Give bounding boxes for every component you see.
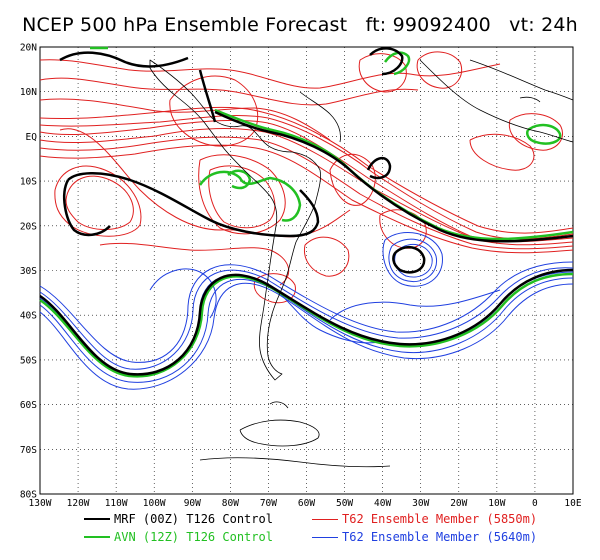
lat-label: EQ	[26, 132, 38, 143]
lon-label: 100W	[143, 498, 166, 509]
lon-label: 130W	[29, 498, 52, 509]
legend-blue-swatch	[312, 536, 338, 538]
legend-mrf-label: MRF (00Z) T126 Control	[114, 512, 273, 526]
legend-avn: AVN (12Z) T126 Control	[84, 530, 273, 544]
legend-avn-swatch	[84, 536, 110, 538]
legend-mrf-swatch	[84, 518, 110, 520]
lat-label: 20N	[20, 43, 37, 54]
graticule	[40, 47, 573, 494]
lat-label: 60S	[20, 400, 37, 411]
lat-label: 50S	[20, 355, 37, 366]
lon-label: 80W	[222, 498, 239, 509]
longitude-labels: 130W 120W 110W 100W 90W 80W 70W 60W 50W 40W 30W 20W…	[29, 498, 582, 509]
lat-label: 80S	[20, 490, 37, 501]
lon-label: 30W	[412, 498, 429, 509]
lon-label: 60W	[298, 498, 315, 509]
coastlines	[149, 59, 574, 468]
lon-label: 0	[532, 498, 538, 509]
legend-red-swatch	[312, 518, 338, 520]
legend-avn-label: AVN (12Z) T126 Control	[114, 530, 273, 544]
lon-label: 110W	[105, 498, 128, 509]
latitude-labels: 20N 10N EQ 10S 20S 30S 40S 50S 60S 70S 80S	[20, 43, 37, 501]
legend-red-label: T62 Ensemble Member (5850m)	[342, 512, 538, 526]
lon-label: 20W	[450, 498, 467, 509]
legend-blue-member: T62 Ensemble Member (5640m)	[312, 530, 537, 544]
lon-label: 10E	[564, 498, 581, 509]
legend: MRF (00Z) T126 Control AVN (12Z) T126 Co…	[0, 508, 600, 548]
mrf-control-contours	[39, 47, 574, 376]
plot-frame	[39, 46, 574, 495]
lat-label: 10S	[20, 177, 37, 188]
title-vt: vt: 24h	[509, 14, 578, 36]
lon-label: 90W	[184, 498, 201, 509]
lon-label: 120W	[67, 498, 90, 509]
lat-label: 70S	[20, 445, 37, 456]
lon-label: 50W	[336, 498, 353, 509]
title-ft: ft: 99092400	[365, 14, 491, 36]
legend-red-member: T62 Ensemble Member (5850m)	[312, 512, 537, 526]
lat-label: 20S	[20, 221, 37, 232]
lon-label: 40W	[374, 498, 391, 509]
lon-label: 10W	[488, 498, 505, 509]
lat-label: 10N	[20, 87, 37, 98]
legend-mrf: MRF (00Z) T126 Control	[84, 512, 273, 526]
lat-label: 30S	[20, 266, 37, 277]
legend-blue-label: T62 Ensemble Member (5640m)	[342, 530, 538, 544]
lat-label: 40S	[20, 311, 37, 322]
lon-label: 70W	[260, 498, 277, 509]
title-main: NCEP 500 hPa Ensemble Forecast	[22, 14, 348, 36]
map-title: NCEP 500 hPa Ensemble Forecast ft: 99092…	[0, 14, 600, 36]
